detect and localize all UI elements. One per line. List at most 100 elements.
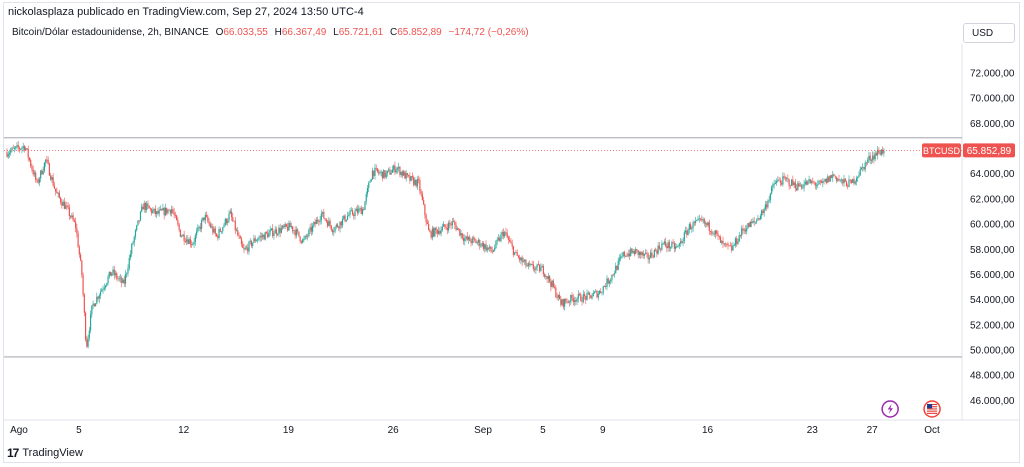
candle-body	[373, 170, 375, 176]
candle-body	[627, 253, 629, 257]
candle-body	[415, 179, 417, 187]
candle-body	[461, 233, 463, 239]
candle-body	[223, 224, 225, 228]
candle-body	[646, 252, 648, 254]
lightning-bolt-glyph	[887, 404, 893, 414]
candle-body	[222, 227, 224, 232]
candle-body	[339, 221, 341, 229]
candle-body	[747, 223, 749, 229]
candle-body	[803, 183, 805, 188]
candle-body	[184, 241, 186, 242]
candle-body	[752, 220, 754, 223]
candle-body	[583, 294, 586, 297]
last-price-text: 65.852,89	[967, 146, 1012, 157]
candle-body	[242, 244, 244, 248]
change-value: −174,72 (−0,26%)	[448, 27, 529, 38]
candle-body	[359, 207, 361, 209]
candle-body	[534, 269, 536, 271]
candle-body	[693, 222, 695, 224]
candle-body	[718, 235, 720, 237]
candle-body	[698, 218, 700, 220]
candle-body	[420, 191, 422, 194]
candle-body	[530, 264, 532, 265]
flag-stripe	[927, 408, 938, 410]
candle-body	[300, 241, 302, 243]
candle-body	[423, 199, 425, 205]
candle-body	[436, 229, 438, 234]
candle-body	[36, 179, 38, 181]
symbol-description: Bitcoin/Dólar estadounidense, 2h, BINANC…	[12, 27, 209, 38]
candle-body	[613, 273, 616, 275]
candle-body	[490, 246, 492, 252]
candle-body	[229, 211, 231, 214]
currency-button[interactable]: USD	[963, 23, 1015, 43]
candle-body	[815, 185, 818, 186]
candle-body	[544, 274, 546, 277]
candle-body	[555, 287, 557, 298]
candle-body	[186, 239, 188, 242]
candle-body	[203, 217, 205, 221]
candle-body	[237, 230, 239, 236]
candle-body	[113, 269, 115, 276]
candle-body	[356, 208, 359, 213]
candle-body	[174, 214, 176, 216]
candle-body	[182, 234, 184, 237]
candle-body	[759, 215, 762, 220]
candle-body	[218, 229, 220, 238]
candle-body	[166, 207, 168, 214]
candle-body	[61, 202, 63, 206]
candle-body	[813, 182, 815, 184]
candle-body	[405, 173, 407, 179]
candle-body	[484, 244, 486, 249]
candle-body	[293, 230, 295, 232]
candle-body	[540, 267, 542, 272]
candle-body	[314, 222, 316, 225]
candle-body	[767, 201, 769, 208]
candle-body	[732, 245, 734, 251]
candle-body	[499, 237, 501, 241]
candle-body	[440, 230, 442, 234]
candle-body	[777, 179, 779, 182]
candle-body	[472, 237, 475, 239]
candle-body	[433, 228, 435, 237]
candle-body	[320, 213, 322, 221]
candle-body	[628, 253, 631, 256]
candle-body	[601, 292, 603, 294]
candle-body	[309, 227, 311, 231]
candle-body	[837, 179, 839, 181]
candle-body	[441, 226, 443, 231]
candle-body	[703, 219, 705, 224]
candle-body	[102, 288, 104, 290]
x-tick-label: Ago	[10, 425, 28, 436]
candle-body	[531, 264, 533, 265]
candle-body	[345, 219, 347, 222]
candle-body	[615, 265, 617, 274]
candle-body	[248, 241, 250, 252]
candle-body	[480, 245, 482, 247]
candle-body	[124, 274, 127, 284]
candle-body	[199, 226, 201, 229]
candle-body	[776, 181, 778, 183]
candle-body	[446, 227, 448, 231]
candle-body	[784, 177, 786, 179]
candle-body	[764, 204, 767, 209]
candle-body	[313, 222, 315, 226]
x-tick-label: 27	[867, 425, 879, 436]
candle-body	[707, 222, 709, 226]
candle-body	[642, 252, 644, 256]
candle-body	[537, 264, 539, 266]
candle-body	[744, 229, 747, 232]
candle-body	[828, 176, 830, 182]
candle-body	[655, 249, 657, 251]
candle-body	[786, 178, 788, 180]
candle-body	[404, 171, 406, 179]
candle-body	[310, 227, 312, 232]
candle-body	[315, 220, 317, 225]
candle-body	[292, 226, 294, 231]
candle-body	[844, 178, 846, 182]
flag-stripe	[927, 410, 938, 412]
candle-body	[512, 246, 515, 255]
candle-body	[875, 153, 878, 156]
candle-body	[93, 303, 95, 307]
